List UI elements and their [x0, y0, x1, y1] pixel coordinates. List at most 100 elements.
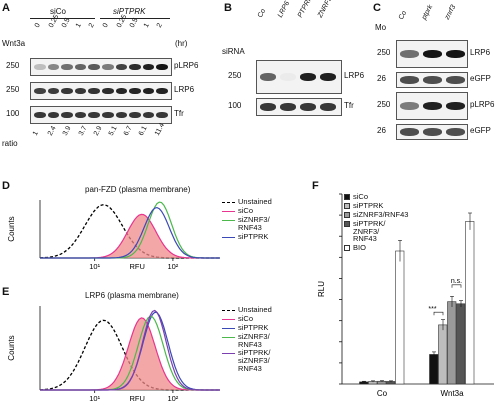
legend-item: Unstained — [222, 306, 272, 314]
bar — [438, 324, 448, 385]
blot-band — [88, 64, 100, 70]
y-axis-label: Counts — [7, 216, 16, 241]
legend-item: siPTPRK/ siZNRF3/ RNF43 — [222, 349, 272, 373]
blot-strip-plrp6 — [396, 92, 468, 120]
blot-band — [300, 73, 316, 81]
legend-label: Unstained — [238, 305, 272, 314]
blot-strip-tfr — [30, 106, 172, 124]
blot-band — [423, 76, 442, 84]
legend-item: siZNRF3/RNF43 — [344, 209, 409, 219]
legend-label: siPTPRK — [238, 231, 269, 241]
panel-e-legend: Unstained siCo siPTPRK siZNRF3/ RNF43 siPTPR… — [222, 306, 272, 374]
blot-strip-plrp6 — [30, 58, 172, 76]
lane-label: PTPRK — [296, 0, 314, 20]
blot-name: LRP6 — [344, 71, 365, 80]
blot-band — [423, 128, 442, 136]
blot-band — [61, 112, 73, 118]
blot-band — [300, 103, 316, 111]
blot-strip-lrp6 — [30, 82, 172, 100]
lane-label: Co — [256, 7, 268, 19]
timepoint-label: 1 — [142, 22, 151, 29]
blot-strip-lrp6 — [256, 60, 342, 94]
blot-band — [61, 88, 73, 94]
blot-band — [142, 112, 155, 118]
blot-name: pLRP6 — [174, 61, 199, 70]
x-tick-label: 10¹ — [89, 262, 100, 271]
x-axis-label: RFU — [130, 262, 145, 271]
blot-band — [400, 102, 419, 110]
y-axis-label: Counts — [7, 335, 16, 360]
unit-hr-label: (hr) — [175, 39, 188, 48]
blot-band — [142, 64, 155, 70]
blot-name: eGFP — [470, 126, 491, 135]
blot-band — [129, 64, 141, 70]
legend-item: siPTPRK — [222, 323, 272, 332]
legend-label: siZNRF3/RNF43 — [353, 209, 409, 219]
blot-band — [47, 64, 60, 70]
mw-marker: 250 — [377, 100, 391, 109]
timepoint-label: 1 — [74, 22, 83, 29]
blot-name: LRP6 — [174, 85, 195, 94]
x-tick-label: 10² — [167, 262, 178, 271]
legend-swatch — [344, 220, 350, 227]
timepoint-label: 0 — [33, 22, 42, 29]
ratio-value: 2.4 — [47, 125, 58, 137]
legend-item: BIO — [344, 244, 408, 252]
legend-label: siZNRF3/ RNF43 — [238, 214, 270, 232]
panel-d-title: pan-FZD (plasma membrane) — [85, 185, 191, 194]
mw-marker: 250 — [6, 85, 20, 94]
blot-band — [423, 50, 442, 58]
blot-band — [129, 88, 141, 94]
legend-item: siZNRF3/ RNF43 — [222, 332, 272, 349]
panel-e-label: E — [2, 286, 10, 298]
blot-name: Tfr — [174, 109, 184, 118]
legend-item: Unstained — [222, 198, 272, 206]
ratio-value: 3.7 — [77, 125, 89, 137]
blot-strip-egfp — [396, 72, 468, 88]
ratio-value: 5.1 — [107, 125, 119, 137]
legend-label: siCo — [238, 313, 254, 323]
bar — [447, 301, 457, 385]
significance-bracket — [451, 284, 462, 288]
significance-bracket — [433, 311, 444, 316]
blot-strip-lrp6 — [396, 40, 468, 68]
legend-swatch — [222, 336, 235, 338]
legend-swatch — [222, 353, 235, 355]
mo-label: Mo — [375, 23, 387, 32]
significance-label: n.s. — [451, 278, 462, 285]
x-category-label: Wnt3a — [440, 389, 464, 398]
blot-band — [102, 112, 114, 118]
mw-marker: 100 — [228, 101, 242, 110]
sirna-label: siRNA — [222, 47, 245, 56]
x-tick-label: 10¹ — [89, 394, 100, 403]
blot-name: Tfr — [344, 101, 354, 110]
y-axis-label: RLU — [317, 281, 326, 297]
blot-band — [446, 76, 465, 84]
x-tick-label: 10² — [167, 394, 178, 403]
group-sico-line — [30, 18, 95, 19]
blot-band — [156, 112, 168, 118]
blot-band — [102, 64, 114, 70]
panel-c-label: C — [373, 2, 381, 14]
legend-swatch — [344, 202, 350, 209]
x-axis-label: RFU — [130, 394, 145, 403]
blot-strip-tfr — [256, 98, 342, 116]
blot-band — [446, 128, 465, 136]
series-fill — [40, 317, 220, 390]
blot-band — [320, 73, 336, 81]
group-siptprk-line — [100, 18, 170, 19]
blot-name: LRP6 — [470, 48, 491, 57]
blot-band — [446, 102, 465, 110]
series-curve — [40, 206, 220, 259]
lane-label: ptprk — [420, 3, 435, 21]
group-sico-label: siCo — [50, 7, 67, 16]
lane-label: LRP6 — [276, 0, 292, 20]
wnt3a-label: Wnt3a — [2, 39, 26, 48]
panel-e-title: LRP6 (plasma membrane) — [85, 291, 179, 300]
blot-band — [74, 88, 87, 94]
blot-band — [34, 112, 46, 118]
blot-band — [280, 103, 296, 111]
legend-item: siPTPRK/ ZNRF3/ RNF43 — [344, 219, 408, 244]
mw-marker: 100 — [6, 109, 20, 118]
blot-band — [74, 112, 87, 118]
